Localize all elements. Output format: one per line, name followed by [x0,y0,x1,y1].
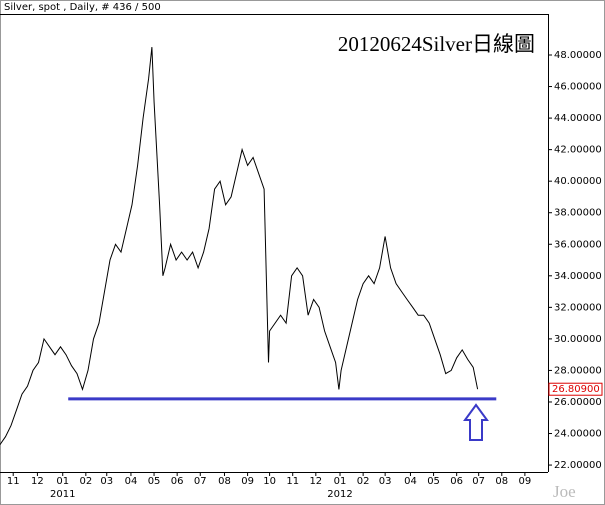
y-tick-label: 24.00000 [554,429,602,440]
x-tick-label: 03 [379,476,392,487]
y-tick-label: 40.00000 [554,176,602,187]
x-tick-label: 05 [148,476,161,487]
x-tick-label: 04 [125,476,138,487]
x-tick-label: 01 [334,476,347,487]
watermark: Joe [553,482,576,501]
y-tick-label: 34.00000 [554,271,602,282]
x-tick-label: 10 [263,476,276,487]
x-tick-label: 08 [495,476,508,487]
x-tick-label: 08 [218,476,231,487]
x-tick-label: 03 [100,476,113,487]
header: Silver, spot , Daily, # 436 / 500 [4,2,161,13]
x-tick-label: 06 [450,476,463,487]
x-tick-label: 09 [241,476,254,487]
last-value-label: 26.80900 [552,384,600,395]
x-tick-label: 09 [519,476,532,487]
x-tick-label: 01 [56,476,69,487]
x-tick-label: 06 [171,476,184,487]
x-tick-label: 12 [309,476,322,487]
x-tick-label: 05 [427,476,440,487]
y-tick-label: 22.00000 [554,460,602,471]
y-tick-label: 44.00000 [554,113,602,124]
price-line [0,47,479,445]
y-tick-label: 38.00000 [554,208,602,219]
y-tick-label: 46.00000 [554,82,602,93]
x-tick-label: 02 [79,476,92,487]
chart-title: 20120624Silver日線圖 [338,32,535,56]
year-label: 2012 [327,489,352,500]
x-tick-label: 07 [472,476,485,487]
arrow [463,403,489,441]
last-value-box [548,382,603,396]
x-tick-label: 02 [357,476,370,487]
year-label: 2011 [50,489,75,500]
y-tick-label: 32.00000 [554,302,602,313]
x-tick-label: 07 [194,476,207,487]
y-tick-label: 26.00000 [554,397,602,408]
y-tick-label: 30.00000 [554,334,602,345]
y-tick-label: 42.00000 [554,145,602,156]
x-tick-label: 11 [7,476,20,487]
x-tick-label: 04 [404,476,417,487]
y-tick-label: 36.00000 [554,239,602,250]
x-tick-label: 11 [286,476,299,487]
y-tick-label: 28.00000 [554,365,602,376]
x-tick-label: 12 [31,476,44,487]
y-tick-label: 48.00000 [554,50,602,61]
